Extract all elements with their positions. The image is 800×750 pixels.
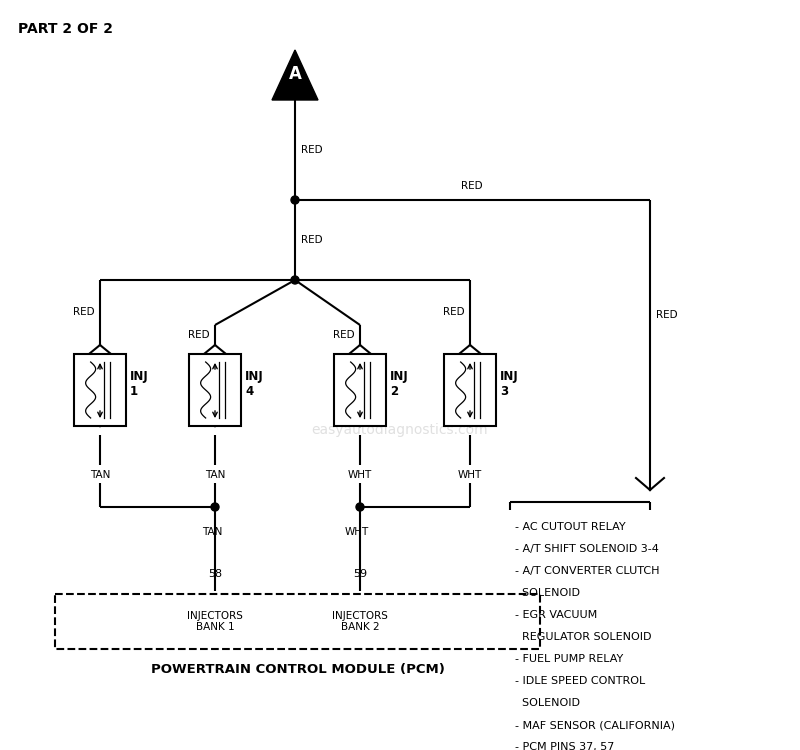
Text: INJ
2: INJ 2	[390, 370, 409, 398]
Text: RED: RED	[461, 181, 483, 191]
Text: easyautodiagnostics.com: easyautodiagnostics.com	[312, 423, 488, 437]
Circle shape	[291, 276, 299, 284]
Text: TAN: TAN	[202, 527, 222, 537]
Text: - FUEL PUMP RELAY: - FUEL PUMP RELAY	[515, 654, 623, 664]
Circle shape	[291, 196, 299, 204]
Text: INJ
4: INJ 4	[245, 370, 264, 398]
Circle shape	[211, 503, 219, 511]
Text: REGULATOR SOLENOID: REGULATOR SOLENOID	[515, 632, 651, 642]
Text: - EGR VACUUM: - EGR VACUUM	[515, 610, 598, 620]
Text: WHT: WHT	[345, 527, 369, 537]
Text: SOLENOID: SOLENOID	[515, 698, 580, 708]
Text: WHT: WHT	[458, 470, 482, 480]
Text: - AC CUTOUT RELAY: - AC CUTOUT RELAY	[515, 522, 626, 532]
Text: SOLENOID: SOLENOID	[515, 588, 580, 598]
Bar	[74, 354, 126, 426]
Bar	[334, 354, 386, 426]
Text: - A/T CONVERTER CLUTCH: - A/T CONVERTER CLUTCH	[515, 566, 659, 576]
Polygon shape	[272, 50, 318, 100]
Text: WHT: WHT	[348, 470, 372, 480]
Bar	[189, 354, 241, 426]
Text: INJECTORS
BANK 2: INJECTORS BANK 2	[332, 610, 388, 632]
Text: RED: RED	[188, 330, 210, 340]
Text: RED: RED	[443, 307, 465, 317]
Text: - PCM PINS 37, 57: - PCM PINS 37, 57	[515, 742, 614, 750]
Text: PART 2 OF 2: PART 2 OF 2	[18, 22, 113, 36]
Text: INJ
3: INJ 3	[500, 370, 518, 398]
Bar	[444, 354, 496, 426]
Text: RED: RED	[301, 145, 322, 155]
Bar	[55, 594, 540, 649]
Text: INJ
1: INJ 1	[130, 370, 149, 398]
Text: RED: RED	[301, 235, 322, 245]
Text: 58: 58	[208, 569, 222, 579]
Text: TAN: TAN	[90, 470, 110, 480]
Text: RED: RED	[334, 330, 355, 340]
Text: A: A	[289, 65, 302, 83]
Text: RED: RED	[74, 307, 95, 317]
Text: - MAF SENSOR (CALIFORNIA): - MAF SENSOR (CALIFORNIA)	[515, 720, 675, 730]
Text: 59: 59	[353, 569, 367, 579]
Circle shape	[356, 503, 364, 511]
Text: - IDLE SPEED CONTROL: - IDLE SPEED CONTROL	[515, 676, 646, 686]
Text: TAN: TAN	[205, 470, 225, 480]
Text: RED: RED	[656, 310, 678, 320]
Text: INJECTORS
BANK 1: INJECTORS BANK 1	[187, 610, 243, 632]
Text: - A/T SHIFT SOLENOID 3-4: - A/T SHIFT SOLENOID 3-4	[515, 544, 659, 554]
Text: POWERTRAIN CONTROL MODULE (PCM): POWERTRAIN CONTROL MODULE (PCM)	[150, 663, 445, 676]
